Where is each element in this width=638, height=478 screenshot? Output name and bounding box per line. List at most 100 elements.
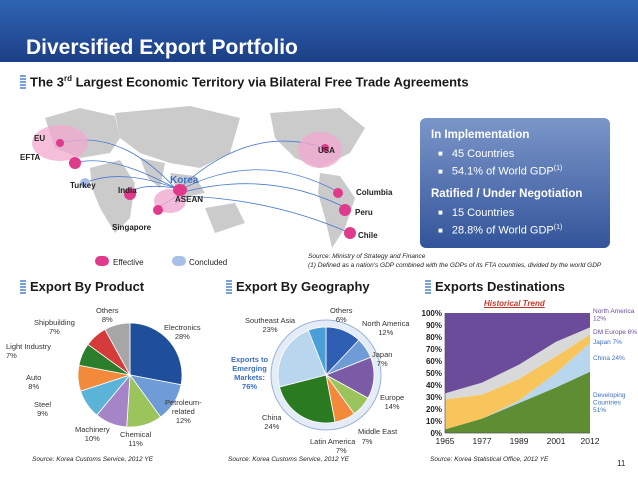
pie-label-machinery: Machinery 10% [75, 425, 110, 443]
product-slice-electronics [129, 322, 183, 386]
geo-label-china: China 24% [262, 413, 282, 431]
ratified-gdp-text: 28.8% of World GDP [451, 224, 554, 237]
area-x-tick: 1989 [510, 436, 529, 446]
singapore-hotspot [153, 205, 163, 215]
product-pie-chart [77, 322, 183, 428]
korea-hotspot [173, 184, 187, 196]
map-label-usa: USA [318, 146, 335, 155]
geo-label-japan: Japan 7% [372, 350, 393, 368]
area-x-tick: 2012 [581, 436, 600, 446]
geo-label-middle-east: Middle East [358, 427, 398, 436]
pie-label-petroleum: Petroleum-related 12% [165, 398, 202, 425]
ratified-countries: 15 Countries [438, 207, 514, 219]
geo-slice-china [279, 374, 336, 424]
pie-label-others: Others 8% [96, 306, 119, 324]
page-number: 11 [617, 459, 626, 468]
subtitle-sup: rd [63, 74, 72, 83]
peru-hotspot [339, 204, 351, 216]
area-y-tick: 80% [426, 333, 442, 342]
map-label-efta: EFTA [20, 153, 41, 162]
area-series-2 [445, 334, 590, 430]
legend-concluded: Concluded [189, 258, 228, 267]
geo-label-europe: Europe 14% [380, 393, 405, 411]
efta-hotspot [69, 157, 81, 169]
area-series-0 [445, 371, 590, 433]
area-y-tick: 60% [426, 357, 442, 366]
ratified-countries-text: 15 Countries [451, 207, 515, 219]
in-implementation-title: In Implementation [431, 129, 530, 141]
area-legend-entry: DM Europe 6% [593, 329, 637, 336]
area-y-tick: 0% [430, 429, 442, 438]
subtitle-prefix: The 3 [30, 74, 64, 90]
in-implementation-gdp: 54.1% of World GDP(1) [438, 165, 562, 178]
land-india [140, 158, 165, 188]
fta-subtitle: The 3rd Largest Economic Territory via B… [30, 74, 469, 89]
fta-summary-panel: In Implementation 45 Countries 54.1% of … [420, 118, 610, 248]
geo-slice-southeast-asia [277, 329, 327, 388]
section-bullet [20, 75, 26, 90]
area-series-4 [445, 313, 590, 394]
map-label-singapore: Singapore [112, 223, 152, 232]
export-by-product-title: Export By Product [30, 279, 145, 294]
pie-label-auto: Auto 8% [26, 373, 42, 391]
land-asia [115, 106, 240, 168]
pie-label-electronics: Electronics 28% [164, 323, 201, 341]
in-implementation-countries: 45 Countries [438, 148, 514, 160]
subtitle-suffix: Largest Economic Territory via Bilateral… [71, 74, 469, 90]
geo-label-southeast-asia: Southeast Asia 23% [245, 316, 296, 334]
map-land [45, 106, 365, 248]
destinations-source: Source: Korea Statistical Office, 2012 Y… [430, 456, 549, 463]
columbia-hotspot [333, 188, 343, 198]
pie-label-shipbuilding: Shipbuilding 7% [34, 318, 75, 336]
land-australia [205, 203, 245, 233]
fta-world-map: EU EFTA Turkey India Korea ASEAN Singapo… [20, 106, 393, 248]
exports-destinations-title: Exports Destinations [435, 279, 566, 294]
india-hotspot [124, 188, 136, 200]
geography-source: Source: Korea Customs Service, 2012 YE [228, 456, 349, 463]
area-legend-entry: Developing Countries 51% [593, 392, 626, 414]
geo-emerging-annotation: Exports to Emerging Markets: 76% [231, 355, 269, 391]
ratified-title: Ratified / Under Negotiation [431, 188, 583, 200]
fta-source-line2: (1) Defined as a nation's GDP combined w… [308, 262, 602, 269]
section-bullet [226, 280, 232, 295]
area-y-tick: 10% [426, 417, 442, 426]
area-x-tick: 1965 [436, 436, 455, 446]
usa-hotspot [298, 132, 342, 168]
geography-pie-chart [270, 319, 382, 431]
map-label-india: India [118, 186, 137, 195]
area-legend-entry: North America 12% [593, 308, 635, 323]
pie-label-steel: Steel 9% [34, 400, 52, 418]
title-banner: Diversified Export Portfolio [0, 0, 638, 62]
area-y-tick: 50% [426, 369, 442, 378]
area-series-3 [445, 327, 590, 400]
area-y-tick: 40% [426, 381, 442, 390]
area-y-tick: 70% [426, 345, 442, 354]
area-y-tick: 20% [426, 405, 442, 414]
ratified-gdp: 28.8% of World GDP(1) [438, 224, 562, 237]
historical-trend-title: Historical Trend [484, 299, 545, 308]
export-by-geography-title: Export By Geography [236, 279, 370, 294]
legend-effective: Effective [113, 258, 144, 267]
in-impl-countries-text: 45 Countries [451, 148, 515, 160]
page-title: Diversified Export Portfolio [26, 36, 298, 59]
area-x-tick: 1977 [473, 436, 492, 446]
effective-swatch [95, 256, 109, 266]
pie-label-light-industry: Light Industry 7% [6, 342, 52, 360]
map-label-eu: EU [34, 134, 45, 143]
map-label-chile: Chile [358, 231, 378, 240]
map-label-peru: Peru [355, 208, 373, 217]
product-slice-others [104, 322, 131, 376]
area-x-tick: 2001 [547, 436, 566, 446]
area-legend-entry: China 24% [593, 355, 625, 362]
geo-label-others: Others 6% [330, 306, 353, 324]
geo-slice-others [307, 326, 327, 376]
in-impl-gdp-note: (1) [553, 165, 563, 172]
land-south-america [318, 173, 355, 248]
map-label-turkey: Turkey [70, 181, 96, 190]
area-y-tick: 100% [422, 309, 442, 318]
fta-source-note: Source: Ministry of Strategy and Finance… [308, 252, 601, 270]
destinations-area-chart: 0% 10% 20% 30% 40% 50% 60% 70% 80% 90% 100% 1965 197… [422, 308, 638, 446]
area-legend-entry: Japan 7% [593, 339, 622, 346]
section-bullet [425, 280, 431, 295]
geo-label-latin-america: Latin America 7% 7% [310, 437, 373, 455]
